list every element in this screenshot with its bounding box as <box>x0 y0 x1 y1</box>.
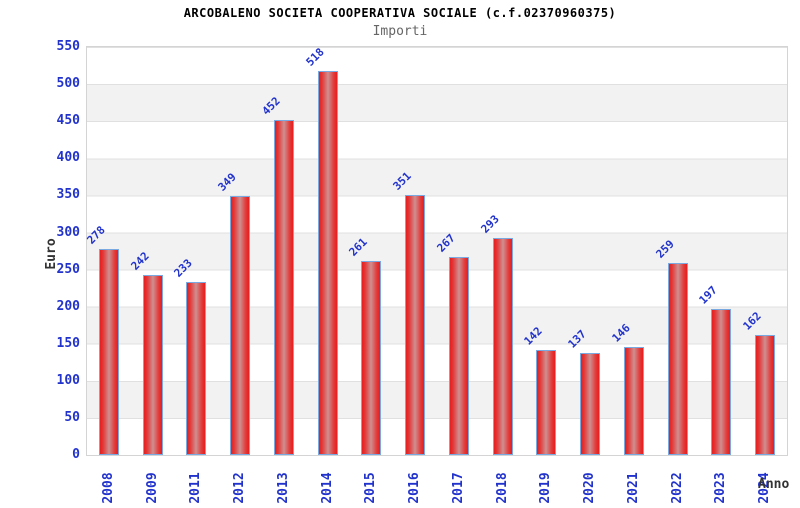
bar-2012 <box>230 196 251 455</box>
bar-2019 <box>536 350 557 455</box>
x-tick-label: 2015 <box>363 472 379 504</box>
x-tick-label: 2011 <box>188 472 204 504</box>
x-tick-label: 2014 <box>319 472 335 504</box>
bar-value-label: 233 <box>171 256 196 280</box>
plot-area: 278 242 233 349 452 518 261 351 267 293 142 137 146 2… <box>84 45 788 456</box>
chart-subtitle: Importi <box>372 24 428 39</box>
chart-title: ARCOBALENO SOCIETA COOPERATIVA SOCIALE (… <box>183 6 617 20</box>
x-tick-label: 2018 <box>494 472 510 504</box>
bar-2021 <box>623 347 644 455</box>
x-tick-label: 2009 <box>144 472 160 504</box>
bar-value-label: 259 <box>653 237 677 261</box>
y-tick-label: 550 <box>56 39 80 54</box>
x-tick-label: 2019 <box>538 472 554 504</box>
bar-value-label: 349 <box>215 170 239 194</box>
x-tick-label: 2017 <box>450 472 466 504</box>
y-tick-label: 450 <box>56 113 80 129</box>
bar-value-label: 261 <box>346 235 371 259</box>
y-tick-label: 300 <box>56 224 80 240</box>
bar-value-label: 267 <box>434 231 458 255</box>
bar-2013 <box>273 120 294 455</box>
x-tick-label: 2021 <box>625 472 641 504</box>
y-tick-label: 100 <box>56 372 80 388</box>
bar-value-label: 452 <box>259 94 283 118</box>
bar-value-label: 518 <box>303 45 327 69</box>
bar-2018 <box>492 238 513 455</box>
y-tick-label: 350 <box>56 187 80 203</box>
bar-value-label: 351 <box>390 169 414 193</box>
bar-2022 <box>667 263 688 455</box>
bar-2023 <box>711 309 732 455</box>
x-axis-title: Anno <box>758 477 790 492</box>
bar-2017 <box>448 257 469 455</box>
bar-2008 <box>98 249 119 455</box>
y-tick-label: 200 <box>56 298 80 314</box>
x-tick-label: 2016 <box>407 472 423 504</box>
bar-value-label: 293 <box>478 212 502 236</box>
y-tick-label: 150 <box>56 335 80 351</box>
bar-2011 <box>186 282 207 455</box>
y-tick-label: 400 <box>56 150 80 166</box>
x-tick-label: 2012 <box>232 472 248 504</box>
bar-2015 <box>361 261 382 455</box>
x-tick-label: 2013 <box>275 472 291 504</box>
bar-value-label: 146 <box>609 321 633 345</box>
bar-value-label: 242 <box>128 249 152 273</box>
y-tick-label: 250 <box>56 261 80 277</box>
x-tick-label: 2023 <box>713 472 729 504</box>
bar-2009 <box>142 275 163 455</box>
bar-value-label: 278 <box>84 223 108 247</box>
bar-2016 <box>405 195 426 455</box>
y-tick-label: 500 <box>56 76 80 92</box>
x-tick-label: 2008 <box>100 472 116 504</box>
bar-value-label: 137 <box>565 327 589 351</box>
y-tick-label: 0 <box>72 447 80 462</box>
x-tick-label: 2022 <box>669 472 685 504</box>
x-tick-label: 2020 <box>582 472 598 504</box>
bar-value-label: 197 <box>696 283 721 307</box>
bar-value-label: 142 <box>521 324 546 348</box>
bar-value-label: 162 <box>740 309 764 333</box>
bar-2014 <box>317 71 338 455</box>
bar-2020 <box>580 353 601 455</box>
y-tick-label: 50 <box>64 409 80 425</box>
bar-2024 <box>755 335 776 455</box>
